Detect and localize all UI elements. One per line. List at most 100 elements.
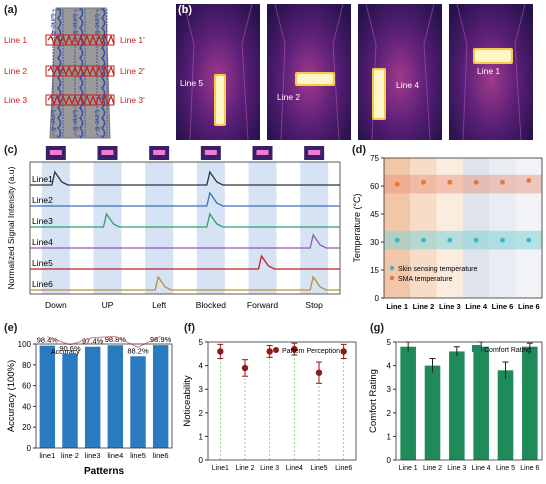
series-label-line2: Line2: [32, 195, 53, 205]
x-tick-label-line-2: Line 2: [413, 302, 435, 311]
series-label-line1: Line1: [32, 174, 53, 184]
bar-line3: [84, 346, 101, 448]
vertical-line-6: [101, 7, 106, 139]
category-label-down: Down: [45, 300, 67, 310]
x-tick-label-line-6: Line 6: [492, 302, 514, 311]
column-highlight: [196, 162, 225, 294]
y-tick-label: 15: [370, 266, 379, 275]
x-tick-label-line4: line4: [107, 451, 123, 460]
bar-line6: [152, 345, 169, 448]
y-tick-label: 0: [199, 456, 204, 465]
panel-a: (a) Line 1 Line 2 Line 3 Line 1' Line 2' Line…: [0, 0, 172, 140]
bar-line-2: [424, 365, 441, 460]
series-line-line3: [30, 212, 340, 228]
label-left-line-2: Line 2: [4, 66, 27, 76]
label-bottom-line-4: Line 4': [49, 110, 58, 132]
y-tick-label: 20: [22, 423, 31, 432]
bar-line-2: [62, 353, 78, 448]
y-tick-label: 1: [199, 432, 204, 441]
data-label-line5: 88.2%: [127, 346, 149, 355]
thermal-frame: Line 1: [449, 3, 533, 141]
y-tick-label: 80: [22, 361, 31, 370]
category-label-stop: Stop: [305, 300, 323, 310]
series-line-line1: [30, 170, 340, 186]
column-highlight: [300, 162, 329, 294]
bar-line-4: [473, 346, 489, 460]
horizontal-line-frame: [45, 34, 115, 46]
data-label-line6: 98.9%: [150, 335, 172, 344]
plot-frame: [383, 157, 543, 299]
x-tick-label-line-5: Line 5: [496, 465, 515, 472]
x-tick-label-line-2: Line 2: [235, 465, 254, 472]
label-top-line-5: Line 5: [71, 14, 80, 34]
series-label-line4: Line4: [32, 237, 53, 247]
label-top-line-4: Line 4: [49, 14, 58, 34]
y-tick-label: 30: [370, 238, 379, 247]
x-tick-label-line-2: Line 2: [423, 465, 442, 472]
point-sma-temperature: [500, 179, 505, 185]
y-axis-label: Noticeability: [182, 375, 193, 426]
hot-line-core: [374, 70, 384, 118]
x-tick-label-line-1: Line 1: [386, 302, 408, 311]
series-label-line5: Line5: [32, 258, 53, 268]
y-tick-label: 45: [370, 210, 379, 219]
label-left-line-3: Line 3: [4, 95, 27, 105]
plot-frame: [207, 341, 357, 461]
y-tick-label: 100: [18, 340, 32, 349]
x-tick-label-line-6: Line 6: [518, 302, 540, 311]
x-tick-label-line1: line1: [39, 451, 55, 460]
x-tick-label-line-6: Line 6: [520, 465, 539, 472]
y-tick-label: 0: [387, 456, 392, 465]
series-line-line5: [30, 254, 340, 270]
point-line-3: [266, 348, 273, 355]
legend-marker-sma-temperature: [389, 275, 395, 281]
data-label-line1: 98.4%: [37, 336, 59, 345]
signal-intensity-chart: Down UP Left Blocked Forward Stop Line1 Line2 Li…: [6, 146, 341, 310]
legend-marker: [273, 347, 279, 353]
line-layout-diagram: Line 1 Line 2 Line 3 Line 1' Line 2' Line 3' L…: [4, 7, 145, 139]
panel-label-e: (e): [4, 322, 18, 334]
y-tick-label: 60: [370, 182, 379, 191]
label-left-line-1: Line 1: [4, 35, 27, 45]
bar-line5: [130, 356, 146, 448]
label-bottom-line-6: Line 6': [93, 110, 102, 132]
x-tick-label-line-2: line 2: [61, 451, 79, 460]
thermal-line-label: Line 5: [180, 78, 203, 88]
skin-temperature-band: [384, 230, 542, 250]
panel-label-d: (d): [352, 144, 367, 156]
label-right-line-1: Line 1': [120, 35, 145, 45]
thermal-heat-overlay: Line 1: [456, 3, 526, 141]
y-tick-label: 3: [199, 385, 204, 394]
strap-edge: [423, 3, 435, 141]
legend-label-skin-sensing-temperature: Skin sensing temperature: [398, 266, 477, 273]
point-line5: [315, 369, 323, 376]
sma-temperature-band: [384, 174, 542, 194]
point-skin-sensing-temperature: [421, 237, 426, 243]
legend-marker: [40, 348, 48, 354]
label-right-line-3: Line 3': [120, 95, 145, 105]
x-tick-label-line1: Line1: [212, 465, 229, 472]
pattern-thumbnail-heat: [101, 150, 114, 155]
point-line1: [217, 348, 224, 355]
thermal-heat-overlay: Line 2: [274, 3, 344, 141]
point-sma-temperature: [394, 181, 400, 187]
panel-f: (f) Line1 Line 2 Line 3 Line4 Line5 Line6 0 1 2 3…: [178, 320, 362, 484]
label-right-line-2: Line 2': [120, 66, 145, 76]
pattern-thumbnail-heat: [49, 150, 62, 155]
hot-line-core: [297, 74, 333, 84]
strap-edge: [241, 3, 253, 141]
thermal-frame: Line 4: [358, 3, 442, 141]
bar-line4: [107, 345, 124, 448]
legend-marker-skin-sensing-temperature: [389, 265, 395, 271]
x-tick-label-line5: Line5: [310, 465, 327, 472]
bar-line-1: [400, 346, 416, 460]
y-tick-label: 60: [22, 382, 31, 391]
hot-line-core: [216, 76, 224, 124]
strap-edge: [456, 3, 468, 141]
legend-label-sma-temperature: SMA temperature: [398, 276, 453, 283]
x-tick-label-line-3: Line 3: [447, 465, 466, 472]
legend-label: Pattern Perception: [282, 348, 340, 355]
data-label-line3: 97.4%: [82, 337, 104, 346]
pattern-thumbnail-heat: [256, 150, 269, 155]
point-sma-temperature: [473, 179, 479, 185]
